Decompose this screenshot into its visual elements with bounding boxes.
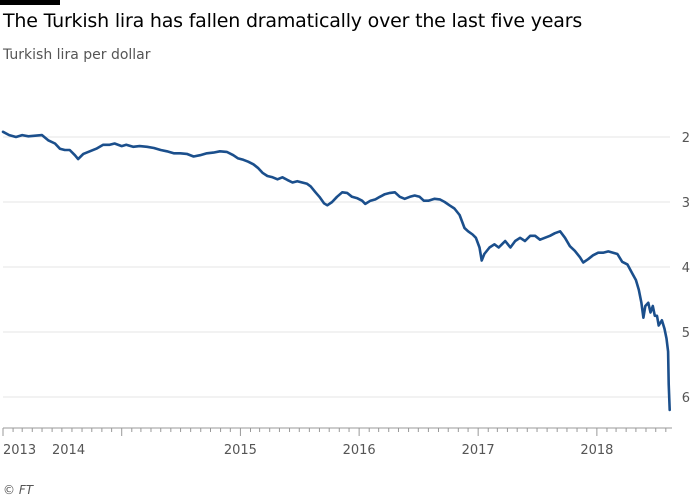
x-tick-label: 2018 xyxy=(580,443,613,458)
y-tick-label: 3 xyxy=(682,196,690,211)
x-tick-label: 2015 xyxy=(224,443,257,458)
x-tick-label: 2016 xyxy=(343,443,376,458)
x-axis: 2013 2014 2015 2016 2017 2018 xyxy=(2,427,672,458)
x-tick-label: 2013 xyxy=(3,443,36,458)
y-tick-label: 6 xyxy=(682,391,690,406)
series-line-0 xyxy=(1,130,671,412)
y-tick-label: 5 xyxy=(682,326,690,341)
x-tick-label: 2017 xyxy=(462,443,495,458)
chart-subtitle: Turkish lira per dollar xyxy=(3,47,151,63)
x-tick-label: 2014 xyxy=(52,443,85,458)
ft-brand-bar xyxy=(0,0,60,5)
source-note: © FT xyxy=(3,483,34,497)
chart-title: The Turkish lira has fallen dramatically… xyxy=(3,10,583,32)
series-layer xyxy=(1,130,671,412)
gridlines xyxy=(3,136,670,398)
y-tick-label: 2 xyxy=(682,131,690,146)
y-axis: 2 3 4 5 6 xyxy=(682,131,690,406)
y-tick-label: 4 xyxy=(682,261,690,276)
